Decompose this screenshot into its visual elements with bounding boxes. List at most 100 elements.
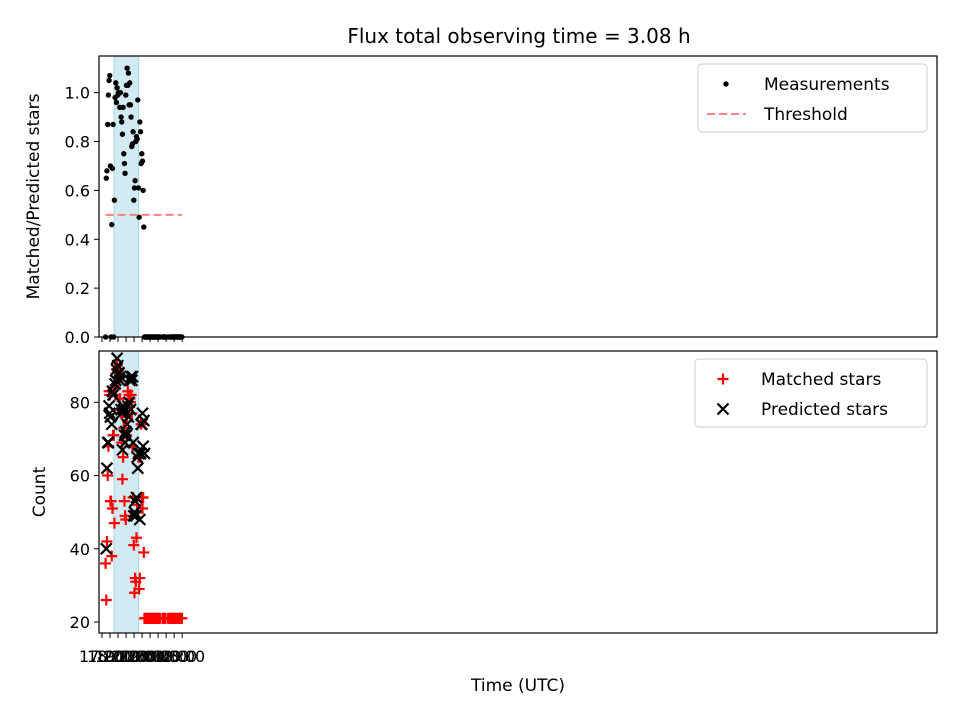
data-point bbox=[106, 77, 112, 84]
data-point bbox=[141, 224, 147, 230]
legend-box bbox=[694, 358, 928, 428]
top-panel-matched-ratio: 0.0 0.2 0.4 0.6 0.8 1.0 Matched/Predicted star… bbox=[24, 55, 938, 347]
data-point bbox=[113, 80, 119, 86]
data-point bbox=[109, 221, 115, 228]
y-axis-label: Matched/Predicted stars bbox=[24, 93, 44, 299]
x-axis-label: Time (UTC) bbox=[470, 676, 565, 696]
data-point bbox=[130, 532, 142, 544]
x-tick-label: 20:00 bbox=[103, 647, 149, 666]
data-point bbox=[114, 370, 127, 383]
data-point bbox=[140, 187, 146, 194]
data-point bbox=[120, 104, 126, 111]
data-point bbox=[125, 374, 139, 387]
data-point bbox=[103, 175, 109, 181]
data-point bbox=[121, 151, 127, 157]
data-point bbox=[131, 185, 138, 191]
y-tick-label: 20 bbox=[70, 613, 90, 632]
data-point bbox=[131, 461, 145, 475]
legend-label: Matched stars bbox=[761, 370, 881, 390]
data-point bbox=[122, 170, 128, 176]
legend: Measurements Threshold bbox=[697, 63, 928, 133]
x-tick-label: 22:00 bbox=[119, 647, 165, 666]
data-point bbox=[116, 399, 130, 413]
data-point bbox=[135, 185, 142, 191]
data-point bbox=[118, 495, 130, 507]
highlight-span bbox=[113, 55, 140, 338]
data-point bbox=[138, 546, 150, 558]
data-point bbox=[105, 121, 111, 128]
axes-frame bbox=[98, 350, 938, 634]
x-tick-label: 19:00 bbox=[95, 647, 141, 666]
y-tick-label: 0.4 bbox=[65, 230, 90, 249]
data-point bbox=[118, 114, 124, 120]
chart-title: Flux total observing time = 3.08 h bbox=[347, 24, 690, 48]
data-point bbox=[108, 429, 120, 441]
data-point bbox=[106, 388, 120, 402]
x-tick-label: 01:00 bbox=[143, 647, 189, 666]
legend-label: Threshold bbox=[763, 105, 848, 125]
data-point bbox=[105, 417, 119, 431]
legend-label: Predicted stars bbox=[761, 400, 888, 420]
data-point bbox=[128, 494, 142, 508]
x-tick-label: 18:00 bbox=[87, 647, 133, 666]
data-point bbox=[134, 136, 140, 142]
legend-box bbox=[697, 63, 928, 133]
data-point bbox=[101, 535, 113, 547]
series-predicted-stars bbox=[99, 352, 151, 556]
data-point bbox=[102, 436, 115, 449]
data-point bbox=[124, 403, 137, 416]
data-point bbox=[107, 72, 113, 79]
data-point bbox=[134, 572, 146, 584]
data-point bbox=[137, 414, 151, 427]
y-tick-label: 40 bbox=[70, 540, 90, 559]
data-point bbox=[109, 165, 116, 172]
data-point bbox=[176, 612, 188, 624]
data-point bbox=[117, 89, 124, 96]
data-point bbox=[131, 197, 137, 203]
data-point bbox=[114, 85, 120, 91]
data-point bbox=[134, 447, 147, 460]
x-tick-label: 00:00 bbox=[135, 647, 181, 666]
data-point bbox=[116, 443, 129, 457]
data-point bbox=[119, 119, 125, 125]
y-axis-label: Count bbox=[30, 466, 50, 517]
data-point bbox=[127, 509, 141, 523]
legend-marker bbox=[716, 402, 730, 416]
y-tick-label: 1.0 bbox=[65, 84, 90, 103]
data-point bbox=[110, 121, 116, 128]
data-point bbox=[125, 389, 137, 401]
x-tick-label: 23:00 bbox=[127, 647, 173, 666]
y-tick-label: 80 bbox=[70, 393, 90, 412]
data-point bbox=[125, 70, 132, 76]
data-point bbox=[105, 495, 117, 507]
data-point bbox=[135, 97, 141, 103]
legend-marker bbox=[723, 81, 729, 87]
data-point bbox=[106, 502, 118, 514]
data-point bbox=[124, 65, 130, 71]
bottom-panel-star-counts: 20 40 60 80 17:0018:0019:0020:0021:0022:0023… bbox=[30, 350, 938, 696]
data-point bbox=[111, 197, 118, 203]
data-point bbox=[139, 151, 145, 157]
data-point bbox=[123, 92, 129, 98]
data-point bbox=[102, 470, 114, 482]
y-tick-label: 0.6 bbox=[65, 181, 90, 200]
data-point bbox=[126, 436, 140, 449]
data-point bbox=[135, 417, 149, 431]
y-tick-label: 0.0 bbox=[65, 328, 90, 347]
data-point bbox=[139, 158, 146, 164]
data-point bbox=[130, 491, 143, 504]
data-point bbox=[108, 517, 120, 529]
data-point bbox=[117, 451, 129, 463]
data-point bbox=[126, 370, 139, 383]
x-tick-label: 17:00 bbox=[79, 647, 125, 666]
x-tick-label: 21:00 bbox=[111, 647, 157, 666]
legend: Matched stars Predicted stars bbox=[694, 358, 928, 428]
legend-label: Measurements bbox=[764, 75, 890, 95]
data-point bbox=[100, 461, 114, 475]
data-point bbox=[113, 374, 127, 387]
data-point bbox=[119, 131, 126, 137]
data-point bbox=[100, 557, 112, 569]
y-tick-label: 0.2 bbox=[65, 279, 90, 298]
data-point bbox=[122, 410, 135, 424]
